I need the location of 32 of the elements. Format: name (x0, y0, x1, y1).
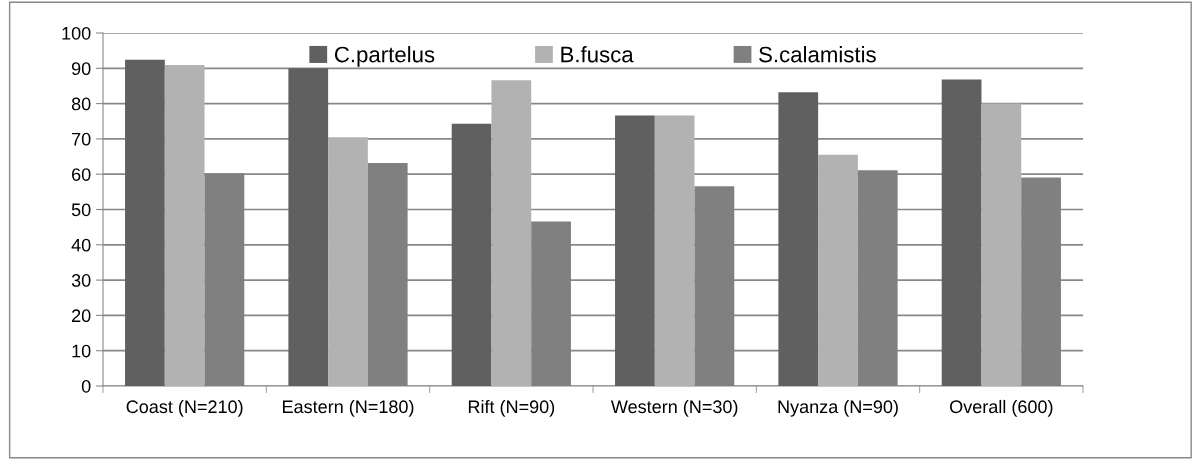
bar (288, 68, 329, 386)
y-tick-label: 70 (72, 132, 91, 146)
y-tick-label: 40 (71, 238, 91, 252)
y-tick-label: 90 (71, 62, 91, 76)
x-tick-label: Nyanza (N=90) (778, 399, 898, 417)
bar (451, 123, 492, 386)
legend-label: C.partelus (334, 46, 435, 67)
bar (981, 103, 1022, 386)
legend-label: B.fusca (561, 46, 634, 63)
bar (654, 115, 695, 386)
bar (164, 65, 205, 386)
y-tick-label: 60 (72, 168, 91, 181)
bar (818, 154, 858, 386)
bar (328, 137, 368, 386)
bar (125, 59, 165, 386)
y-tick-label: 100 (62, 26, 91, 40)
x-tick-label: Overall (600) (950, 399, 1053, 417)
bar (778, 92, 819, 386)
bar (491, 80, 532, 386)
x-tick-label: Western (N=30) (610, 399, 738, 417)
x-tick-label: Rift (N=90) (468, 399, 555, 417)
y-tick-label: 80 (71, 97, 91, 111)
legend-label: S.calamistis (759, 46, 876, 63)
y-tick-label: 30 (71, 274, 91, 287)
y-tick-label: 50 (71, 203, 91, 217)
x-tick-label: Coast (N=210) (126, 399, 243, 417)
y-tick-label: 20 (72, 309, 91, 323)
y-tick-label: 0 (81, 379, 91, 393)
bar (615, 115, 655, 386)
x-tick-label: Eastern (N=180) (283, 399, 414, 417)
bar (941, 79, 982, 386)
y-tick-label: 10 (72, 344, 91, 358)
